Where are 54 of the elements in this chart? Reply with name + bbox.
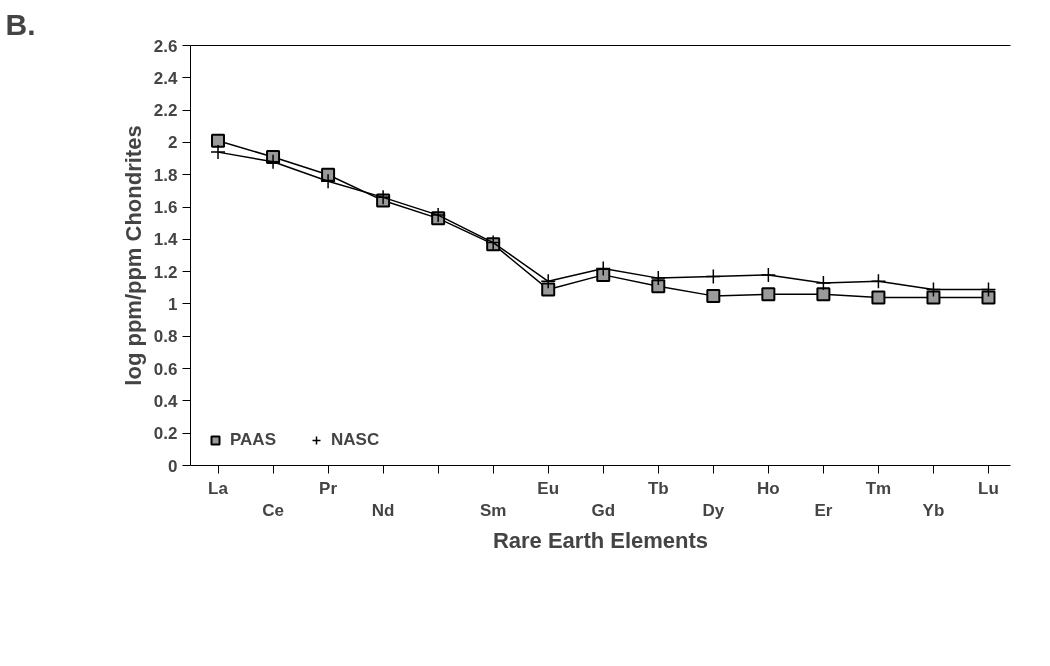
y-tick-label: 2.2 — [153, 101, 178, 121]
chart-title: B. — [5, 7, 36, 41]
point — [706, 288, 721, 303]
x-tick-label: Pr — [319, 478, 338, 498]
x-tick-label: Gd — [591, 501, 616, 521]
x-tick-label: Dy — [702, 501, 725, 521]
x-tick-label: Ho — [757, 478, 780, 498]
y-tick-label: 0 — [168, 456, 178, 476]
x-axis-title: Rare Earth Elements — [492, 528, 709, 554]
x-tick-label: Yb — [922, 501, 945, 521]
legend-label: NASC — [330, 430, 380, 450]
point — [925, 281, 942, 298]
y-axis-title: log ppm/ppm Chondrites — [120, 125, 146, 386]
y-tick-label: 1.2 — [153, 262, 178, 282]
x-tick-label: Er — [814, 501, 833, 521]
point — [595, 260, 611, 277]
y-tick-label: 0.2 — [153, 424, 178, 444]
point — [981, 290, 996, 305]
y-tick-label: 2.6 — [153, 36, 178, 56]
x-tick-label: Sm — [479, 501, 507, 521]
point — [430, 207, 446, 223]
y-tick-label: 1.6 — [153, 198, 178, 218]
x-tick-label: Ce — [262, 501, 284, 521]
point — [650, 270, 667, 286]
point — [871, 290, 886, 305]
point — [705, 268, 722, 285]
y-tick-label: 0.8 — [153, 327, 178, 347]
point — [541, 282, 556, 297]
x-tick-label: La — [208, 478, 229, 498]
y-tick-label: 2 — [168, 133, 178, 153]
point — [816, 287, 831, 302]
y-tick-label: 0.6 — [153, 359, 178, 379]
y-tick-label: 1 — [168, 294, 178, 314]
point — [320, 173, 336, 189]
x-tick-label: Tm — [865, 478, 892, 498]
x-tick-label: Eu — [537, 478, 560, 498]
legend-label: PAAS — [230, 430, 276, 450]
x-tick-label: Tb — [647, 478, 669, 498]
point — [761, 287, 776, 302]
y-tick-label: 2.4 — [153, 68, 179, 88]
x-tick-label: Nd — [371, 501, 395, 521]
point — [375, 189, 391, 206]
point — [210, 144, 226, 160]
y-tick-label: 0.4 — [153, 391, 179, 411]
point — [926, 290, 941, 305]
y-tick-label: 1.8 — [153, 165, 178, 185]
x-tick-label: Lu — [978, 478, 999, 498]
point — [815, 275, 832, 291]
point — [211, 133, 226, 148]
point — [651, 279, 666, 294]
point — [760, 267, 777, 283]
point — [870, 273, 887, 290]
y-tick-label: 1.4 — [153, 230, 179, 250]
point — [540, 273, 556, 290]
